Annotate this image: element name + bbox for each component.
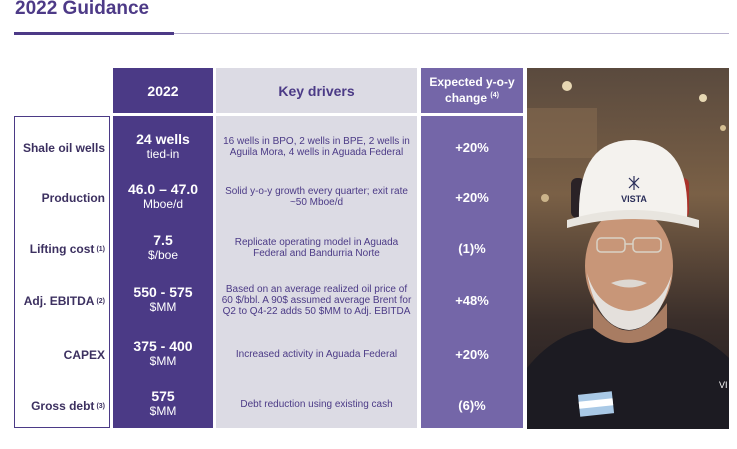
helmet-logo-text: VISTA [621,194,647,204]
change-lifting-cost: (1)% [458,240,486,256]
header-year: 2022 [113,68,213,113]
label-text: CAPEX [63,348,105,362]
label-text: Shale oil wells [22,141,105,155]
unit-text: $MM [149,300,177,314]
year-value-capex: 375 - 400 $MM [113,334,213,374]
label-text: Lifting cost [29,242,95,256]
year-value-shale-oil-wells: 24 wells tied-in [113,127,213,167]
value-text: 375 - 400 [133,338,193,354]
driver-adj-ebitda: Based on an average realized oil price o… [221,283,412,317]
row-label-lifting-cost: Lifting cost (1) [11,234,105,264]
value-text: 550 - 575 [133,284,193,300]
driver-capex: Increased activity in Aguada Federal [235,348,398,360]
footnote-marker: (2) [96,297,105,305]
change-gross-debt: (6)% [458,397,486,413]
row-label-gross-debt: Gross debt (3) [11,391,105,421]
year-value-lifting-cost: 7.5 $/boe [113,228,213,268]
footnote-marker: (1) [96,245,105,253]
unit-text: tied-in [146,147,180,161]
year-value-adj-ebitda: 550 - 575 $MM [113,280,213,320]
driver-shale-oil-wells: 16 wells in BPO, 2 wells in BPE, 2 wells… [223,136,410,158]
change-production: +20% [455,189,489,205]
unit-text: $MM [149,404,177,418]
label-text: Gross debt [31,399,95,413]
row-label-shale-oil-wells: Shale oil wells [11,133,105,163]
label-text: Adj. EBITDA [23,294,95,308]
shirt-logo-text: VI [719,380,728,390]
key-drivers-column: 16 wells in BPO, 2 wells in BPE, 2 wells… [216,116,417,428]
year-value-production: 46.0 – 47.0 Mboe/d [113,177,213,217]
year-value-gross-debt: 575 $MM [113,384,213,424]
expected-change-column: +20% +20% (1)% +48% +20% (6)% [421,116,523,428]
driver-lifting-cost: Replicate operating model in Aguada Fede… [234,237,399,259]
header-key-drivers: Key drivers [216,68,417,113]
value-text: 24 wells [136,131,190,147]
unit-text: Mboe/d [142,197,184,211]
row-label-production: Production [11,183,105,213]
value-text: 46.0 – 47.0 [127,181,199,197]
footnote-marker: (3) [96,402,105,410]
unit-text: $MM [149,354,177,368]
change-capex: +20% [455,346,489,362]
year-2022-column: 24 wells tied-in 46.0 – 47.0 Mboe/d 7.5 $/b… [113,116,213,428]
title-divider [14,33,729,34]
unit-text: $/boe [147,248,179,262]
header-change-line2-wrap: change (4) [445,89,499,105]
page-title: 2022 Guidance [15,0,150,19]
header-change-line2: change [445,91,488,105]
header-change-line1: Expected y-o-y [429,75,515,89]
change-adj-ebitda: +48% [455,292,489,308]
value-text: 575 [151,388,175,404]
title-divider-accent [14,32,174,35]
label-text: Production [41,191,105,205]
driver-gross-debt: Debt reduction using existing cash [240,398,393,410]
value-text: 7.5 [153,232,173,248]
header-expected-change: Expected y-o-y change (4) [421,68,523,113]
row-label-capex: CAPEX [11,340,105,370]
metric-label-column: Shale oil wells Production Lifting cost(… [14,116,110,428]
worker-photo: VI VISTA [527,68,729,429]
vista-logo-icon [628,176,640,190]
driver-production: Solid y-o-y growth every quarter; exit r… [225,186,408,208]
worker-illustration: VI VISTA [527,81,729,429]
row-label-adj-ebitda: Adj. EBITDA (2) [11,286,105,316]
header-change-note: (4) [490,92,499,99]
change-shale-oil-wells: +20% [455,139,489,155]
